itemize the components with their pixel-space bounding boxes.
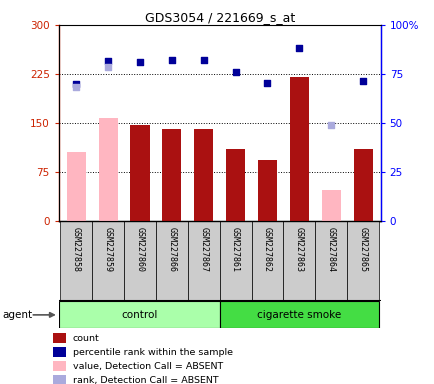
Bar <box>59 301 219 328</box>
Bar <box>283 221 315 301</box>
Text: GSM227859: GSM227859 <box>103 227 112 272</box>
Point <box>72 84 79 90</box>
Text: GSM227861: GSM227861 <box>230 227 240 272</box>
Text: cigarette smoke: cigarette smoke <box>256 310 341 320</box>
Text: control: control <box>121 310 157 320</box>
Bar <box>353 149 372 221</box>
Text: count: count <box>72 334 99 343</box>
Bar <box>130 125 149 221</box>
Text: GSM227862: GSM227862 <box>263 227 271 272</box>
Text: agent: agent <box>2 310 32 320</box>
Bar <box>187 221 219 301</box>
Point <box>136 59 143 65</box>
Bar <box>53 333 66 343</box>
Point <box>295 45 302 51</box>
Bar <box>162 129 181 221</box>
Bar <box>219 221 251 301</box>
Text: GSM227860: GSM227860 <box>135 227 144 272</box>
Bar <box>289 77 308 221</box>
Point <box>72 81 79 87</box>
Bar <box>226 149 245 221</box>
Point <box>327 122 334 128</box>
Text: percentile rank within the sample: percentile rank within the sample <box>72 348 232 357</box>
Bar <box>321 190 340 221</box>
Bar <box>346 221 378 301</box>
Text: GSM227858: GSM227858 <box>72 227 81 272</box>
Text: GSM227866: GSM227866 <box>167 227 176 272</box>
Bar <box>194 129 213 221</box>
Bar <box>219 301 378 328</box>
Point <box>263 80 270 86</box>
Bar <box>315 221 346 301</box>
Title: GDS3054 / 221669_s_at: GDS3054 / 221669_s_at <box>144 11 294 24</box>
Bar <box>92 221 124 301</box>
Bar <box>124 221 155 301</box>
Point <box>200 57 207 63</box>
Bar <box>155 221 187 301</box>
Bar <box>53 375 66 384</box>
Text: GSM227864: GSM227864 <box>326 227 335 272</box>
Bar <box>53 347 66 357</box>
Point <box>168 56 175 63</box>
Text: GSM227863: GSM227863 <box>294 227 303 272</box>
Point <box>359 78 366 84</box>
Bar <box>60 221 92 301</box>
Point <box>232 69 239 75</box>
Bar <box>53 361 66 371</box>
Bar <box>251 221 283 301</box>
Bar <box>257 160 276 221</box>
Point <box>105 65 112 71</box>
Point <box>105 58 112 64</box>
Text: GSM227865: GSM227865 <box>358 227 367 272</box>
Bar <box>66 152 85 221</box>
Bar <box>99 118 118 221</box>
Text: rank, Detection Call = ABSENT: rank, Detection Call = ABSENT <box>72 376 218 384</box>
Text: GSM227867: GSM227867 <box>199 227 208 272</box>
Text: value, Detection Call = ABSENT: value, Detection Call = ABSENT <box>72 362 222 371</box>
